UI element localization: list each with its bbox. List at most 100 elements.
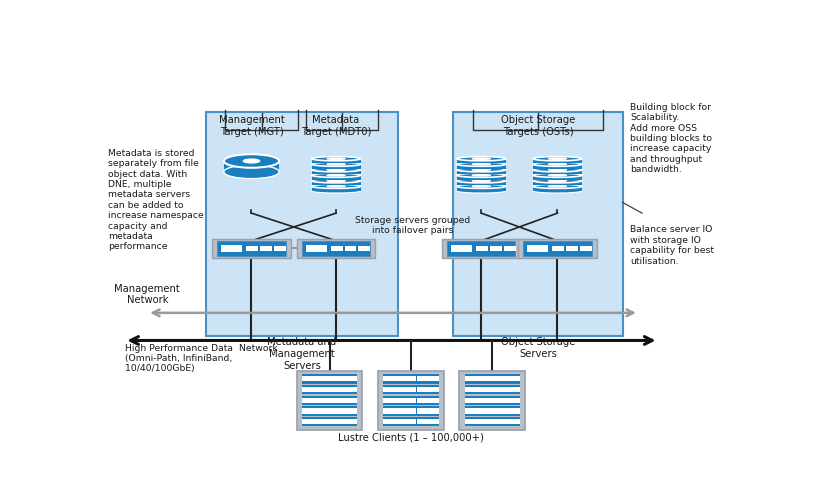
Bar	[428, 376, 438, 381]
Bar	[383, 395, 438, 405]
Bar	[302, 398, 313, 403]
Text: Object Storage
Targets (OSTs): Object Storage Targets (OSTs)	[501, 115, 575, 136]
Bar	[504, 246, 516, 251]
Bar	[498, 376, 509, 381]
FancyBboxPatch shape	[218, 241, 286, 256]
Bar	[312, 159, 360, 163]
Bar	[302, 406, 357, 416]
Bar	[457, 186, 506, 191]
Bar	[552, 246, 564, 251]
Bar	[465, 417, 520, 426]
Bar	[465, 374, 520, 383]
Bar	[302, 387, 313, 392]
Ellipse shape	[312, 168, 360, 172]
FancyBboxPatch shape	[518, 239, 597, 258]
Bar	[395, 376, 406, 381]
Bar	[302, 408, 313, 414]
Bar	[509, 408, 520, 414]
Bar	[302, 374, 357, 383]
Bar	[383, 376, 394, 381]
Ellipse shape	[457, 168, 506, 172]
Ellipse shape	[549, 158, 567, 159]
Bar	[580, 246, 591, 251]
Bar	[457, 164, 506, 169]
Ellipse shape	[533, 184, 582, 188]
Bar	[383, 398, 394, 403]
Bar	[428, 387, 438, 392]
FancyBboxPatch shape	[297, 371, 363, 430]
Ellipse shape	[472, 180, 491, 182]
Ellipse shape	[312, 189, 360, 193]
Bar	[509, 419, 520, 424]
Bar	[428, 408, 438, 414]
Ellipse shape	[549, 163, 567, 165]
Ellipse shape	[327, 163, 345, 165]
Bar	[335, 419, 346, 424]
Bar	[222, 245, 242, 252]
Bar	[533, 170, 582, 174]
Bar	[383, 385, 438, 394]
Bar	[346, 376, 357, 381]
Bar	[457, 181, 506, 185]
Bar	[383, 374, 438, 383]
Bar	[451, 245, 472, 252]
Ellipse shape	[312, 184, 360, 188]
Bar	[312, 181, 360, 185]
FancyBboxPatch shape	[212, 239, 291, 258]
Bar	[417, 387, 428, 392]
Bar	[383, 387, 394, 392]
Bar	[465, 385, 520, 394]
Ellipse shape	[327, 158, 345, 159]
Bar	[302, 376, 313, 381]
FancyBboxPatch shape	[297, 239, 375, 258]
Bar	[260, 246, 272, 251]
Bar	[346, 387, 357, 392]
Ellipse shape	[472, 174, 491, 176]
Bar	[346, 408, 357, 414]
Ellipse shape	[533, 173, 582, 177]
Bar	[417, 408, 428, 414]
Bar	[406, 398, 417, 403]
Bar	[417, 398, 428, 403]
Bar	[359, 246, 370, 251]
Ellipse shape	[457, 156, 506, 161]
Ellipse shape	[243, 159, 260, 163]
Ellipse shape	[457, 184, 506, 188]
Bar	[223, 161, 279, 172]
Bar	[346, 419, 357, 424]
Ellipse shape	[533, 168, 582, 172]
Bar	[274, 246, 286, 251]
Bar	[428, 419, 438, 424]
Bar	[383, 406, 438, 416]
Bar	[487, 419, 498, 424]
Bar	[465, 395, 520, 405]
Ellipse shape	[533, 162, 582, 166]
Bar	[428, 398, 438, 403]
Bar	[383, 417, 438, 426]
Bar	[533, 175, 582, 180]
Ellipse shape	[533, 179, 582, 183]
Bar	[566, 246, 578, 251]
Bar	[457, 175, 506, 180]
Bar	[302, 417, 357, 426]
Bar	[302, 419, 313, 424]
Bar	[475, 408, 487, 414]
Ellipse shape	[312, 179, 360, 183]
Bar	[457, 170, 506, 174]
Bar	[465, 408, 475, 414]
Bar	[312, 170, 360, 174]
Bar	[344, 246, 356, 251]
FancyBboxPatch shape	[206, 112, 398, 336]
Bar	[406, 419, 417, 424]
Bar	[465, 398, 475, 403]
Bar	[533, 159, 582, 163]
Bar	[465, 376, 475, 381]
Ellipse shape	[549, 185, 567, 187]
FancyBboxPatch shape	[459, 371, 525, 430]
Ellipse shape	[472, 169, 491, 170]
Bar	[335, 408, 346, 414]
Ellipse shape	[457, 162, 506, 166]
Bar	[490, 246, 501, 251]
Bar	[509, 376, 520, 381]
Bar	[487, 408, 498, 414]
